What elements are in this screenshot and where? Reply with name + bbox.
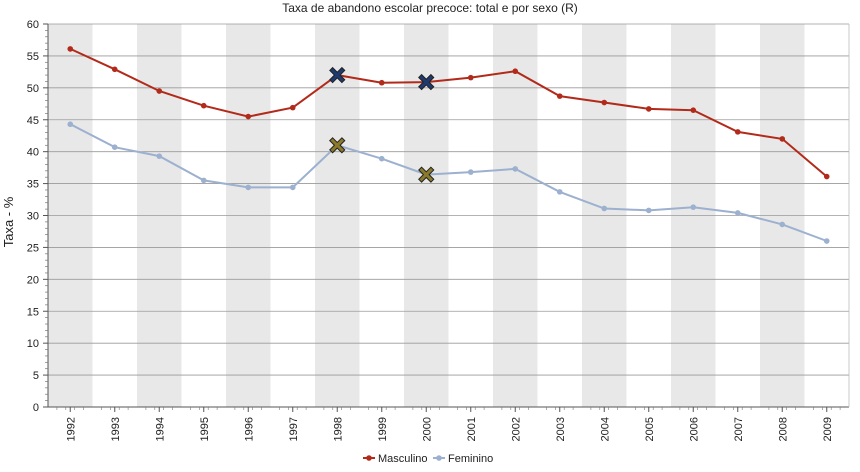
break-marker-feminino-1998 xyxy=(329,137,346,154)
y-tick-label-20: 20 xyxy=(27,274,39,286)
data-point-feminino-1992 xyxy=(67,121,74,128)
y-tick-label-45: 45 xyxy=(27,115,39,127)
y-tick-label-35: 35 xyxy=(27,179,39,191)
data-point-feminino-1996 xyxy=(245,184,252,191)
data-point-masculino-2005 xyxy=(645,106,652,112)
gridlines xyxy=(48,23,849,376)
x-tick-label-1997: 1997 xyxy=(288,417,300,441)
y-tick-label-25: 25 xyxy=(27,242,39,254)
y-tick-label-40: 40 xyxy=(27,147,39,159)
data-point-feminino-2003 xyxy=(556,189,563,195)
series-layer xyxy=(67,46,830,244)
data-point-masculino-1994 xyxy=(156,88,163,94)
data-point-masculino-1992 xyxy=(67,46,74,52)
x-tick-label-2007: 2007 xyxy=(733,417,745,441)
y-tick-label-10: 10 xyxy=(27,338,39,350)
y-tick-label-15: 15 xyxy=(27,306,39,318)
data-point-masculino-1993 xyxy=(111,66,118,73)
data-point-feminino-2007 xyxy=(734,210,741,216)
break-marker-feminino-2000 xyxy=(418,166,435,183)
data-point-masculino-1995 xyxy=(200,102,207,109)
data-point-feminino-2002 xyxy=(512,166,519,172)
legend: Masculino Feminino xyxy=(363,453,493,465)
legend-swatch-marker-feminino xyxy=(436,455,442,461)
data-point-feminino-2001 xyxy=(467,169,474,175)
legend-label-masculino: Masculino xyxy=(378,453,428,465)
data-point-masculino-2004 xyxy=(601,99,608,106)
legend-swatch-marker-masculino xyxy=(366,455,372,461)
chart-title: Taxa de abandono escolar precoce: total … xyxy=(282,1,578,15)
data-point-masculino-1997 xyxy=(289,104,296,111)
x-tick-label-1995: 1995 xyxy=(199,417,211,441)
x-tick-label-2002: 2002 xyxy=(510,417,522,441)
x-tick-label-2006: 2006 xyxy=(688,417,700,441)
y-tick-label-60: 60 xyxy=(27,19,39,31)
series-masculino xyxy=(67,46,830,180)
y-axis-ticks: 0 5 10 15 20 25 30 35 40 45 50 55 60 xyxy=(27,19,48,414)
x-tick-label-1998: 1998 xyxy=(332,417,344,441)
data-point-masculino-2002 xyxy=(512,68,519,75)
data-point-feminino-1999 xyxy=(378,155,385,162)
x-tick-label-2000: 2000 xyxy=(421,417,433,441)
x-tick-label-2004: 2004 xyxy=(599,417,611,441)
x-tick-label-2001: 2001 xyxy=(466,417,478,441)
x-tick-label-2008: 2008 xyxy=(777,417,789,441)
data-point-masculino-2009 xyxy=(823,173,830,180)
data-point-feminino-1997 xyxy=(289,184,296,191)
data-point-masculino-2008 xyxy=(779,136,786,142)
data-point-feminino-1993 xyxy=(111,144,118,150)
x-tick-label-1996: 1996 xyxy=(243,417,255,441)
data-point-feminino-2009 xyxy=(823,238,830,244)
data-point-masculino-2003 xyxy=(556,93,563,99)
data-point-feminino-2004 xyxy=(601,205,608,212)
x-axis-ticks: 1992 1993 1994 1995 1996 1997 1998 1999 2000 2001… xyxy=(56,407,841,441)
data-point-masculino-1999 xyxy=(378,79,385,86)
x-tick-label-2005: 2005 xyxy=(644,417,656,441)
series-line-feminino xyxy=(69,123,828,242)
data-point-masculino-2001 xyxy=(467,74,474,81)
y-tick-label-0: 0 xyxy=(33,402,39,414)
data-point-feminino-1995 xyxy=(200,177,207,184)
y-tick-label-55: 55 xyxy=(27,51,39,63)
y-tick-label-30: 30 xyxy=(27,211,39,223)
break-marker-masculino-1998 xyxy=(329,66,346,84)
legend-label-feminino: Feminino xyxy=(448,453,493,465)
y-tick-label-50: 50 xyxy=(27,83,39,95)
y-axis-title: Taxa - % xyxy=(1,196,16,247)
x-tick-label-1992: 1992 xyxy=(65,417,77,441)
data-point-feminino-2006 xyxy=(690,204,697,211)
x-tick-label-1993: 1993 xyxy=(110,417,122,441)
x-tick-label-1999: 1999 xyxy=(377,417,389,441)
data-point-masculino-2007 xyxy=(734,129,741,135)
series-feminino xyxy=(67,121,830,244)
x-tick-label-2009: 2009 xyxy=(822,417,834,441)
x-tick-label-1994: 1994 xyxy=(154,417,166,441)
data-point-masculino-1996 xyxy=(245,113,252,120)
data-point-feminino-2008 xyxy=(779,221,786,228)
x-tick-label-2003: 2003 xyxy=(555,417,567,441)
data-point-feminino-2005 xyxy=(645,207,652,214)
break-marker-masculino-2000 xyxy=(418,73,435,91)
y-tick-label-5: 5 xyxy=(33,370,39,382)
series-line-masculino xyxy=(69,47,828,178)
data-point-masculino-2006 xyxy=(690,107,697,113)
data-point-feminino-1994 xyxy=(156,153,163,159)
